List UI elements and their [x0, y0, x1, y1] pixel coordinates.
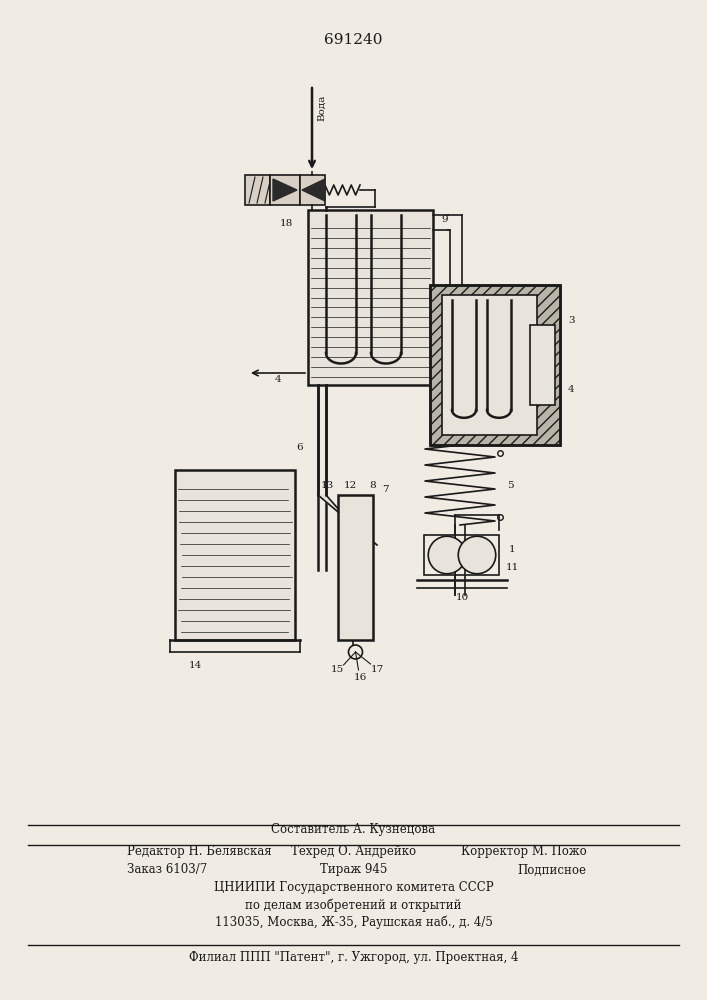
Text: 18: 18 — [280, 219, 293, 228]
Text: 691240: 691240 — [324, 33, 382, 47]
Text: 16: 16 — [354, 672, 367, 682]
Text: ЦНИИПИ Государственного комитета СССР: ЦНИИПИ Государственного комитета СССР — [214, 882, 493, 894]
Text: Корректор М. Пожо: Корректор М. Пожо — [461, 846, 587, 858]
Text: 12: 12 — [344, 481, 356, 489]
Bar — [338, 495, 373, 640]
Polygon shape — [273, 179, 297, 201]
Bar — [530, 325, 555, 405]
Text: 17: 17 — [371, 666, 384, 674]
Text: 113035, Москва, Ж-35, Раушская наб., д. 4/5: 113035, Москва, Ж-35, Раушская наб., д. … — [214, 915, 493, 929]
Text: 10: 10 — [455, 592, 469, 601]
Bar — [430, 285, 560, 445]
Text: 2: 2 — [479, 556, 486, 564]
Text: 5: 5 — [507, 481, 513, 489]
Text: 7: 7 — [382, 486, 388, 494]
Text: Тираж 945: Тираж 945 — [320, 863, 387, 876]
Text: 4: 4 — [275, 375, 281, 384]
Polygon shape — [302, 179, 325, 201]
Text: 14: 14 — [188, 660, 201, 670]
Text: 9: 9 — [441, 216, 448, 225]
Text: Филиал ППП "Патент", г. Ужгород, ул. Проектная, 4: Филиал ППП "Патент", г. Ужгород, ул. Про… — [189, 952, 518, 964]
Text: 8: 8 — [370, 481, 376, 489]
Text: Составитель А. Кузнецова: Составитель А. Кузнецова — [271, 824, 436, 836]
Bar — [442, 295, 537, 435]
Text: по делам изобретений и открытий: по делам изобретений и открытий — [245, 898, 462, 912]
Bar — [175, 470, 295, 640]
Text: 1: 1 — [509, 546, 515, 554]
Text: Редактор Н. Белявская: Редактор Н. Белявская — [127, 846, 272, 858]
Bar — [245, 175, 270, 205]
Bar — [430, 285, 560, 445]
Text: 6: 6 — [297, 443, 303, 452]
Text: 3: 3 — [568, 316, 575, 325]
Bar — [300, 175, 325, 205]
Polygon shape — [318, 495, 377, 545]
Text: 11: 11 — [506, 563, 519, 572]
Text: Техред О. Андрейко: Техред О. Андрейко — [291, 846, 416, 858]
Bar — [270, 175, 300, 205]
Circle shape — [458, 536, 496, 574]
Text: Заказ 6103/7: Заказ 6103/7 — [127, 863, 208, 876]
Text: Вода: Вода — [317, 95, 326, 121]
Text: Подписное: Подписное — [518, 863, 587, 876]
Bar — [424, 535, 500, 575]
Bar — [308, 210, 433, 385]
Text: 4: 4 — [568, 384, 575, 393]
Text: 15: 15 — [331, 666, 344, 674]
Text: 13: 13 — [320, 481, 334, 489]
Circle shape — [428, 536, 466, 574]
